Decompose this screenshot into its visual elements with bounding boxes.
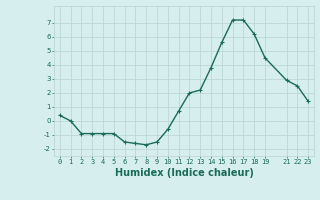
X-axis label: Humidex (Indice chaleur): Humidex (Indice chaleur)	[115, 168, 253, 178]
